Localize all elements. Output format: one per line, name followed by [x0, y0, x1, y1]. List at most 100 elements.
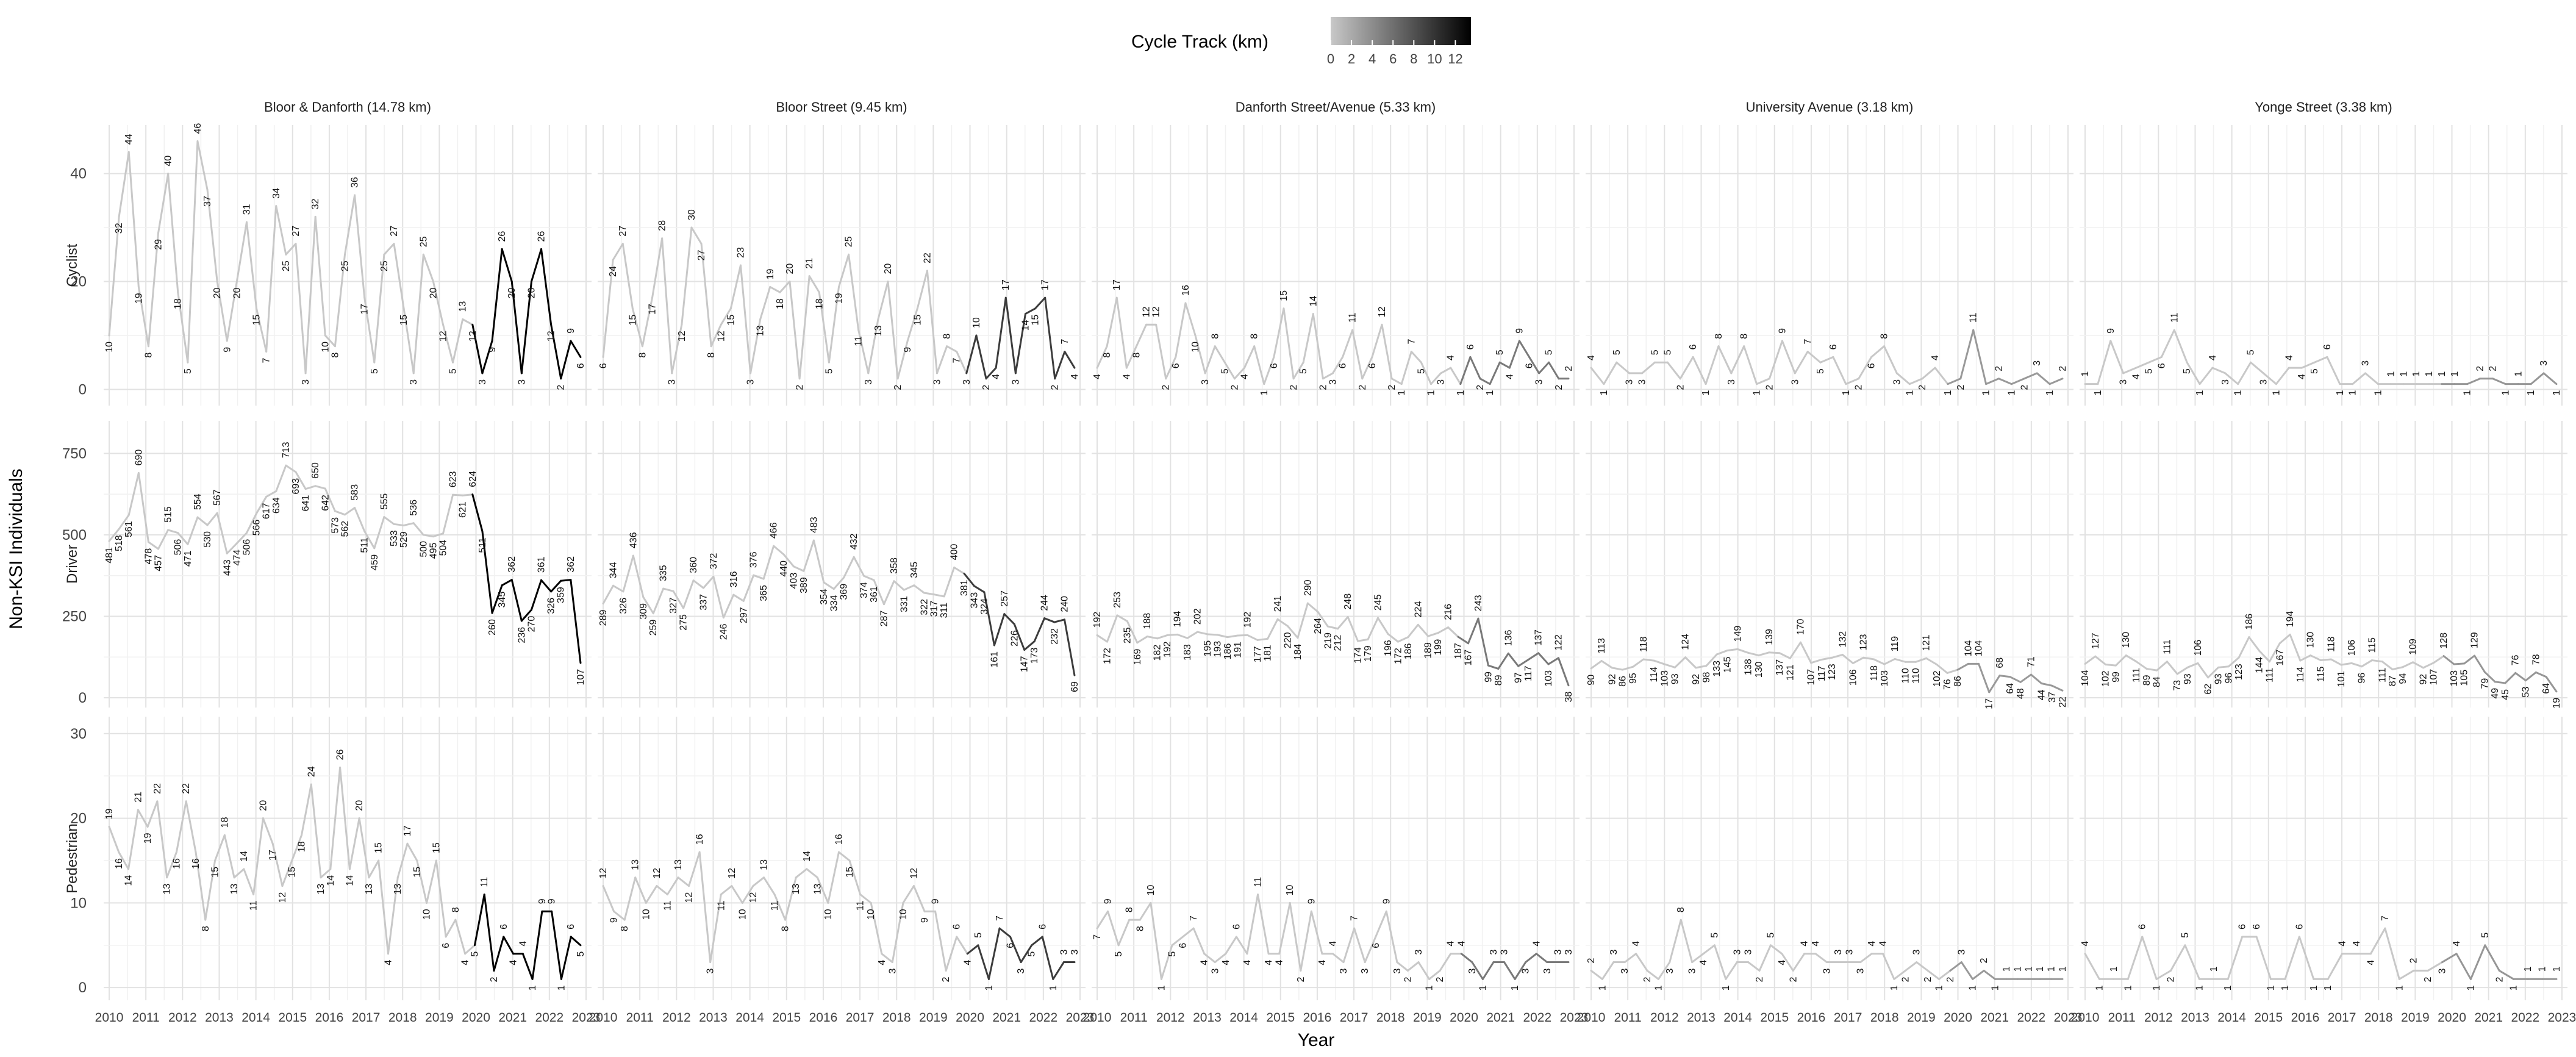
- data-label: 10: [1285, 884, 1295, 895]
- series-line-segment: [252, 817, 264, 895]
- series-line-segment: [1904, 961, 1918, 972]
- data-label: 3: [1521, 968, 1531, 973]
- series-line-segment: [995, 296, 1007, 369]
- legend-tick-label: 0: [1327, 51, 1334, 66]
- data-label: 3: [667, 379, 678, 385]
- series-line-segment: [271, 842, 284, 887]
- data-label: 9: [2106, 328, 2116, 334]
- data-label: 1: [1510, 985, 1520, 991]
- data-label: 12: [1377, 306, 1387, 317]
- series-line-segment: [652, 587, 665, 615]
- data-label: 4: [1878, 941, 1889, 947]
- data-label: 12: [1151, 306, 1162, 317]
- series-line-segment: [702, 575, 715, 589]
- data-label: 3: [1744, 950, 1754, 955]
- series-line-segment: [324, 334, 336, 348]
- data-label: 3: [1489, 950, 1499, 955]
- series-line-segment: [828, 285, 840, 364]
- data-label: 1: [2466, 985, 2476, 991]
- data-label: 376: [749, 551, 759, 568]
- series-line-segment: [1064, 351, 1076, 369]
- series-line-segment: [1289, 901, 1302, 972]
- data-label: 3: [1436, 379, 1447, 385]
- series-line-segment: [762, 545, 775, 580]
- series-line-segment: [2289, 633, 2302, 662]
- data-label: 1: [2523, 966, 2533, 972]
- series-line-segment: [1769, 944, 1783, 955]
- series-line-segment: [324, 487, 336, 512]
- data-label: 107: [2428, 669, 2439, 686]
- data-label: 12: [684, 892, 695, 903]
- data-label: 2: [1564, 366, 1574, 371]
- series-line-segment: [118, 514, 130, 530]
- data-label: 2: [981, 385, 992, 390]
- series-line-segment: [1908, 378, 1923, 385]
- data-label: 3: [1665, 968, 1675, 973]
- series-line-segment: [632, 554, 645, 598]
- data-label: 7: [2380, 915, 2391, 921]
- data-label: 8: [330, 353, 340, 358]
- data-label: 3: [1553, 950, 1563, 955]
- data-label: 8: [143, 353, 154, 358]
- series-line-segment: [1946, 668, 1959, 674]
- data-label: 1: [2500, 390, 2511, 396]
- series-line-segment: [1525, 953, 1537, 964]
- series-line-segment: [2051, 684, 2064, 692]
- data-label: 121: [1785, 664, 1795, 681]
- series-line-segment: [422, 534, 434, 538]
- data-label: 4: [2208, 355, 2218, 360]
- series-line-segment: [157, 529, 170, 550]
- legend-tick-label: 2: [1348, 51, 1355, 66]
- series-line-segment: [491, 248, 503, 342]
- series-line-segment: [354, 194, 366, 299]
- series-line-segment: [2535, 671, 2547, 678]
- data-label: 1: [1426, 390, 1437, 396]
- data-label: 324: [979, 598, 990, 615]
- data-label: 167: [1464, 650, 1474, 666]
- data-label: 2: [1923, 976, 1933, 982]
- x-tick-label: 2022: [1029, 1011, 1057, 1025]
- series-line-segment: [540, 579, 553, 593]
- series-line-segment: [462, 318, 474, 326]
- data-label: 3: [1467, 968, 1478, 973]
- y-tick-label: 500: [62, 527, 87, 543]
- series-line-segment: [1226, 634, 1239, 639]
- data-label: 4: [2452, 941, 2462, 947]
- data-label: 8: [1739, 334, 1750, 339]
- data-label: 504: [438, 540, 449, 556]
- data-label: 105: [2460, 670, 2470, 686]
- series-line-segment: [226, 542, 238, 554]
- data-label: 641: [301, 495, 311, 512]
- series-line-segment: [1053, 618, 1066, 623]
- series-line-segment: [147, 541, 160, 550]
- data-label: 7: [1803, 339, 1813, 345]
- series-line-segment: [903, 584, 915, 591]
- data-label: 337: [698, 594, 709, 611]
- data-label: 2: [1994, 366, 2005, 371]
- series-line-segment: [108, 528, 120, 542]
- data-label: 13: [316, 884, 326, 895]
- data-label: 8: [637, 353, 648, 358]
- series-line-segment: [1184, 302, 1197, 337]
- series-line-segment: [729, 264, 742, 310]
- data-label: 104: [1974, 640, 1984, 657]
- data-label: 138: [1744, 659, 1754, 675]
- data-label: 621: [458, 501, 468, 518]
- data-label: 443: [222, 559, 232, 576]
- series-line-segment: [2340, 662, 2353, 666]
- series-line-segment: [1713, 944, 1727, 980]
- series-line-segment: [570, 340, 582, 358]
- series-line-segment: [2094, 655, 2107, 665]
- series-line-segment: [2097, 340, 2112, 385]
- data-label: 3: [1822, 968, 1832, 973]
- series-line-segment: [233, 868, 245, 879]
- data-label: 8: [1714, 334, 1724, 339]
- series-line-segment: [245, 221, 258, 310]
- series-line-segment: [769, 285, 781, 293]
- data-label: 170: [1796, 618, 1806, 635]
- series-line-segment: [166, 851, 177, 879]
- data-label: 1: [2335, 390, 2345, 396]
- data-label: 4: [1631, 941, 1642, 947]
- x-tick-label: 2022: [1523, 1011, 1551, 1025]
